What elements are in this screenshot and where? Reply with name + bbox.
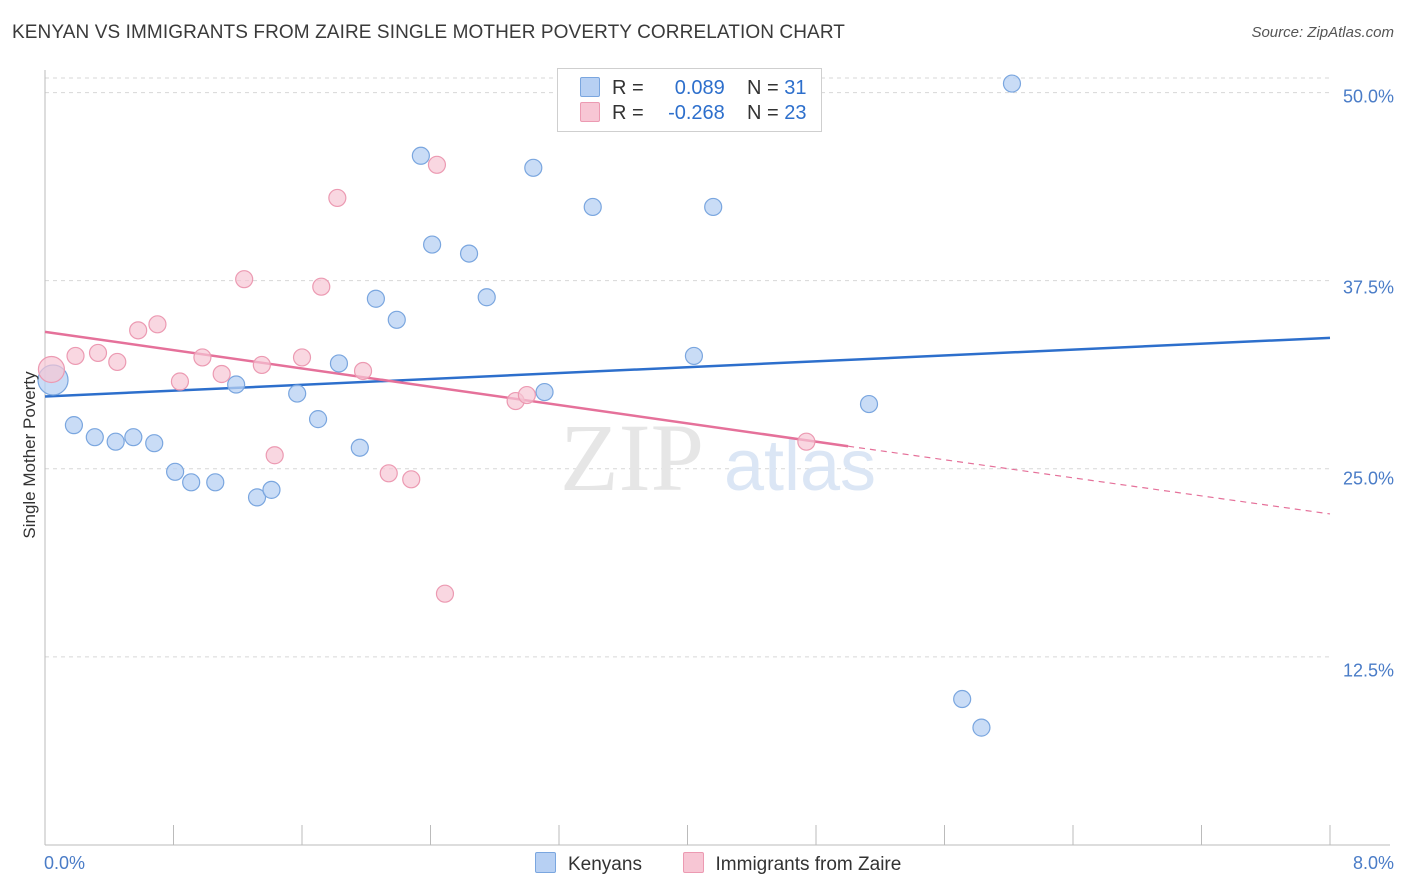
kenyans-point bbox=[684, 346, 704, 366]
zaire-point bbox=[427, 155, 447, 174]
r-label: R = bbox=[612, 77, 644, 99]
zaire-point bbox=[170, 372, 190, 391]
kenyans-point bbox=[288, 384, 307, 403]
kenyans-point bbox=[704, 197, 723, 217]
watermark-zip: ZIP bbox=[560, 404, 704, 511]
r-value: -0.268 bbox=[668, 102, 725, 124]
kenyans-point bbox=[85, 428, 104, 447]
zaire-point bbox=[265, 446, 284, 465]
zaire-point bbox=[108, 352, 127, 372]
watermark: ZIP atlas bbox=[560, 404, 876, 511]
zaire-point bbox=[292, 348, 312, 367]
y-tick-label: 25.0% bbox=[1342, 468, 1394, 489]
kenyans-point bbox=[1002, 74, 1022, 93]
y-tick-label: 50.0% bbox=[1342, 86, 1394, 107]
r-label: R = bbox=[612, 102, 644, 124]
kenyans-point bbox=[387, 310, 406, 329]
kenyans-point bbox=[583, 197, 602, 217]
kenyans-point bbox=[350, 438, 369, 457]
y-tick-label: 37.5% bbox=[1342, 277, 1394, 298]
kenyans-point bbox=[366, 289, 385, 308]
zaire-point bbox=[212, 364, 231, 384]
zaire-swatch bbox=[580, 102, 600, 122]
kenyans-point bbox=[64, 416, 84, 435]
kenyans-point bbox=[953, 689, 972, 709]
kenyans-point bbox=[206, 473, 225, 492]
zaire-point bbox=[148, 315, 167, 334]
kenyans-point bbox=[423, 235, 442, 254]
correlation-legend: R = 0.089 N = 31 R = -0.268 N = 23 bbox=[557, 68, 822, 132]
kenyans-point bbox=[308, 410, 328, 429]
kenyans-point bbox=[524, 158, 543, 177]
kenyans-point bbox=[145, 434, 164, 453]
kenyans-point bbox=[535, 382, 554, 402]
kenyans-point bbox=[124, 428, 143, 447]
zaire-point bbox=[312, 277, 331, 296]
zaire-trend-extension bbox=[848, 445, 1331, 515]
zaire-point bbox=[193, 348, 212, 367]
kenyans-point bbox=[227, 375, 246, 394]
kenyans-trend-line bbox=[44, 336, 1331, 398]
kenyans-point bbox=[477, 288, 496, 307]
legend-row-zaire: R = -0.268 N = 23 bbox=[580, 102, 807, 126]
kenyans-point bbox=[106, 432, 125, 451]
n-label: N = bbox=[747, 77, 779, 99]
zaire-point bbox=[37, 355, 66, 384]
kenyans-point bbox=[262, 480, 281, 499]
x-tick-label-max: 8.0% bbox=[1352, 853, 1394, 873]
kenyans-point bbox=[972, 718, 991, 737]
kenyans-point bbox=[859, 394, 879, 414]
zaire-point bbox=[402, 470, 421, 489]
chart-title: KENYAN VS IMMIGRANTS FROM ZAIRE SINGLE M… bbox=[12, 22, 846, 43]
zaire-point bbox=[435, 584, 455, 603]
n-value: 23 bbox=[784, 102, 807, 124]
zaire-legend-swatch bbox=[682, 852, 704, 873]
n-label: N = bbox=[747, 102, 779, 124]
source-credit: Source: ZipAtlas.com bbox=[1251, 24, 1394, 41]
zaire-point bbox=[252, 355, 271, 375]
data-points bbox=[37, 74, 1022, 737]
zaire-point bbox=[379, 464, 398, 483]
trend-lines bbox=[44, 330, 1331, 515]
kenyans-point bbox=[247, 488, 267, 507]
kenyans-point bbox=[329, 354, 349, 373]
kenyans-point bbox=[459, 244, 479, 263]
zaire-point bbox=[797, 432, 816, 451]
kenyans-point bbox=[182, 473, 201, 492]
zaire-trend-line bbox=[44, 330, 849, 448]
kenyans-point bbox=[166, 462, 185, 481]
x-tick-label-min: 0.0% bbox=[44, 853, 86, 873]
zaire-point bbox=[235, 270, 254, 289]
legend-kenyans-label: Kenyans bbox=[568, 854, 642, 875]
zaire-point bbox=[88, 343, 108, 363]
axis-layer bbox=[44, 70, 1390, 846]
legend-zaire-label: Immigrants from Zaire bbox=[715, 854, 902, 875]
legend-row-kenyans: R = 0.089 N = 31 bbox=[580, 77, 807, 101]
y-tick-label: 12.5% bbox=[1342, 660, 1394, 681]
y-axis-label: Single Mother Poverty bbox=[20, 371, 39, 539]
kenyans-legend-swatch bbox=[535, 852, 556, 873]
kenyans-point bbox=[411, 146, 430, 165]
zaire-point bbox=[129, 321, 148, 340]
n-value: 31 bbox=[784, 77, 807, 99]
zaire-point bbox=[517, 385, 536, 405]
kenyans-swatch bbox=[580, 77, 600, 97]
zaire-point bbox=[353, 361, 373, 381]
series-legend: Kenyans Immigrants from Zaire bbox=[535, 852, 901, 876]
zaire-point bbox=[328, 188, 347, 208]
zaire-point bbox=[66, 346, 85, 366]
r-value: 0.089 bbox=[674, 77, 725, 99]
